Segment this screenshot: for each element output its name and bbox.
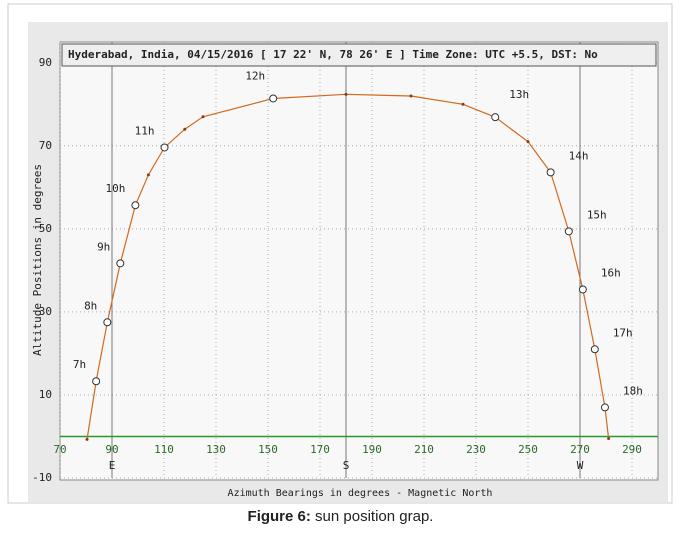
plot-area <box>59 41 659 481</box>
hour-marker <box>160 143 169 152</box>
hour-marker <box>491 113 500 122</box>
x-tick-label: 90 <box>105 443 118 456</box>
hour-label: 9h <box>97 240 110 253</box>
x-tick-label: 250 <box>518 443 538 456</box>
caption-label: Figure 6: <box>247 508 311 525</box>
hour-marker <box>590 345 599 354</box>
direction-label: E <box>109 459 116 472</box>
grid <box>59 42 658 479</box>
y-axis-label: Altitude Positions in degrees <box>31 164 44 356</box>
chart-title: Hyderabad, India, 04/15/2016 [ 17 22' N,… <box>68 48 598 61</box>
hour-label: 18h <box>623 384 643 397</box>
x-tick-label: 150 <box>258 443 278 456</box>
caption-text: sun position grap. <box>315 508 434 525</box>
hour-marker <box>131 201 140 210</box>
hour-label: 13h <box>509 88 529 101</box>
hour-marker <box>116 259 125 268</box>
path-dot <box>85 437 89 441</box>
path-dot <box>344 92 348 96</box>
path-dot <box>201 115 205 119</box>
y-tick-label: 10 <box>39 388 52 401</box>
y-tick-label: 70 <box>39 139 52 152</box>
y-tick-label: 90 <box>39 56 52 69</box>
path-dot <box>461 102 465 106</box>
hour-label: 16h <box>601 266 621 279</box>
path-dot <box>183 127 187 131</box>
direction-label: W <box>577 459 584 472</box>
x-tick-label: 110 <box>154 443 174 456</box>
hour-marker <box>546 168 555 177</box>
hour-marker <box>103 318 112 327</box>
hour-marker <box>269 94 278 103</box>
hour-marker <box>92 377 101 386</box>
title-box <box>61 43 657 67</box>
path-dot <box>146 173 150 177</box>
x-tick-label: 270 <box>570 443 590 456</box>
x-tick-label: 290 <box>622 443 642 456</box>
x-tick-label: 130 <box>206 443 226 456</box>
hour-marker <box>564 227 573 236</box>
x-tick-label: 230 <box>466 443 486 456</box>
x-tick-label: 170 <box>310 443 330 456</box>
hour-label: 12h <box>245 69 265 82</box>
hour-marker <box>600 403 609 412</box>
hour-label: 14h <box>569 149 589 162</box>
direction-label: S <box>343 459 350 472</box>
hour-label: 17h <box>613 326 633 339</box>
hour-label: 7h <box>73 358 86 371</box>
x-axis-label: Azimuth Bearings in degrees - Magnetic N… <box>228 488 493 499</box>
caption: Figure 6: sun position grap. <box>0 508 681 525</box>
path-dot <box>607 437 611 441</box>
x-tick-label: 70 <box>53 443 66 456</box>
y-tick-label: -10 <box>32 471 52 484</box>
hour-label: 10h <box>106 182 126 195</box>
path-dot <box>409 94 413 98</box>
x-tick-label: 190 <box>362 443 382 456</box>
hour-label: 8h <box>84 299 97 312</box>
chart: Hyderabad, India, 04/15/2016 [ 17 22' N,… <box>7 3 673 504</box>
x-tick-label: 210 <box>414 443 434 456</box>
hour-label: 15h <box>587 208 607 221</box>
y-tick-label: 50 <box>39 222 52 235</box>
path-dot <box>526 140 530 144</box>
hour-label: 11h <box>135 124 155 137</box>
y-tick-label: 30 <box>39 305 52 318</box>
hour-marker <box>578 285 587 294</box>
